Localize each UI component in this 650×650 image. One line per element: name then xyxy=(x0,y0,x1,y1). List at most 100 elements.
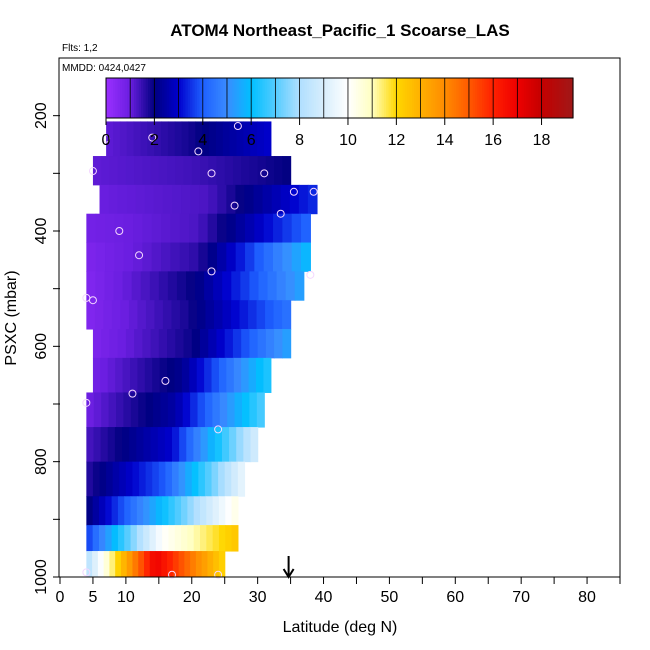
heatmap-cell xyxy=(144,184,155,215)
heatmap-cell xyxy=(208,329,218,359)
heatmap-cell xyxy=(226,242,237,272)
heatmap-cell xyxy=(221,427,230,463)
heatmap-cell xyxy=(152,461,160,497)
colorbar-segment xyxy=(117,78,121,118)
heatmap-cell xyxy=(263,121,272,157)
heatmap-cell xyxy=(95,242,106,272)
heatmap-cell xyxy=(122,357,131,393)
colorbar-segment xyxy=(304,78,308,118)
heatmap-cell xyxy=(105,213,115,244)
heatmap-cell xyxy=(161,242,171,272)
heatmap-cell xyxy=(285,271,296,301)
heatmap-cell xyxy=(133,121,142,157)
heatmap-cell xyxy=(206,525,214,552)
heatmap-cell xyxy=(179,300,190,330)
colorbar-segment xyxy=(421,78,425,118)
heatmap-cell xyxy=(162,300,173,330)
heatmap-cell xyxy=(190,392,199,428)
heatmap-cell xyxy=(226,184,237,215)
heatmap-cell xyxy=(218,357,227,393)
colorbar-segment xyxy=(330,78,334,118)
heatmap-cell xyxy=(149,551,157,578)
sample-point xyxy=(214,425,223,434)
colorbar-segment xyxy=(253,78,257,118)
heatmap-cell xyxy=(235,184,246,215)
heatmap-cell xyxy=(126,551,134,578)
heatmap-cell xyxy=(258,271,269,301)
colorbar-segment xyxy=(451,78,455,118)
plot-frame xyxy=(58,57,621,578)
colorbar-segment xyxy=(208,78,212,118)
x-tick-label: 10 xyxy=(117,589,135,606)
heatmap-cell xyxy=(122,271,133,301)
sample-point xyxy=(88,167,97,176)
colorbar-segment xyxy=(472,78,476,118)
colorbar-segment xyxy=(404,78,408,118)
colorbar-segment xyxy=(290,78,294,118)
colorbar-segment xyxy=(334,78,338,118)
heatmap-cell xyxy=(208,184,218,215)
colorbar-segment xyxy=(267,78,271,118)
y-tick-label: 1000 xyxy=(33,559,50,595)
heatmap-cell xyxy=(198,242,209,272)
heatmap-cell xyxy=(161,213,171,244)
heatmap-cell xyxy=(219,392,228,428)
colorbar-segment xyxy=(414,78,418,118)
heatmap-cell xyxy=(172,551,180,578)
heatmap-cell xyxy=(172,184,182,215)
heatmap-cell xyxy=(226,357,235,393)
colorbar-segment xyxy=(535,78,539,118)
heatmap-cell xyxy=(187,525,195,552)
heatmap-cell xyxy=(232,156,242,186)
colorbar-segment xyxy=(367,78,371,118)
colorbar-segment xyxy=(425,78,429,118)
heatmap-cell xyxy=(225,525,233,552)
heatmap-cell xyxy=(92,496,100,526)
heatmap-cell xyxy=(168,496,176,526)
colorbar-segment xyxy=(192,78,196,118)
heatmap-cell xyxy=(175,392,184,428)
heatmap-cell xyxy=(254,213,265,244)
colorbar-segment xyxy=(306,78,310,118)
heatmap-cell xyxy=(204,461,213,497)
colorbar-segment xyxy=(446,78,450,118)
heatmap-cell xyxy=(222,300,232,330)
colorbar-segment xyxy=(463,78,467,118)
sample-point xyxy=(309,187,318,196)
heatmap-cell xyxy=(111,525,119,552)
colorbar-segment xyxy=(194,78,198,118)
heatmap-cell xyxy=(198,213,209,244)
heatmap-cell xyxy=(217,242,227,272)
heatmap-cell xyxy=(135,184,146,215)
heatmap-cell xyxy=(196,300,207,330)
colorbar-segment xyxy=(563,78,567,118)
colorbar-frame xyxy=(105,77,574,119)
heatmap-cell xyxy=(213,551,220,578)
colorbar-segment xyxy=(115,78,119,118)
heatmap-cell xyxy=(142,213,153,244)
colorbar-segment xyxy=(248,78,252,118)
heatmap-cell xyxy=(273,242,283,272)
colorbar-segment xyxy=(458,78,462,118)
heatmap-cell xyxy=(157,427,166,463)
heatmap-cell xyxy=(193,427,202,463)
colorbar-segment xyxy=(155,78,158,118)
colorbar-segment xyxy=(386,78,390,118)
heatmap-cell xyxy=(280,184,291,215)
colorbar-segment xyxy=(285,78,289,118)
heatmap-cell xyxy=(179,213,190,244)
heatmap-cell xyxy=(124,525,132,552)
heatmap-cell xyxy=(217,213,227,244)
heatmap-cell xyxy=(183,329,193,359)
colorbar-segment xyxy=(493,78,497,118)
heatmap-cell xyxy=(273,213,283,244)
heatmap-cell xyxy=(109,329,119,359)
sample-point xyxy=(214,570,223,579)
heatmap-cell xyxy=(256,357,265,393)
sample-point xyxy=(161,376,170,385)
heatmap-cell xyxy=(204,392,213,428)
colorbar-tick-label: 10 xyxy=(339,132,357,149)
heatmap-cell xyxy=(211,357,220,393)
